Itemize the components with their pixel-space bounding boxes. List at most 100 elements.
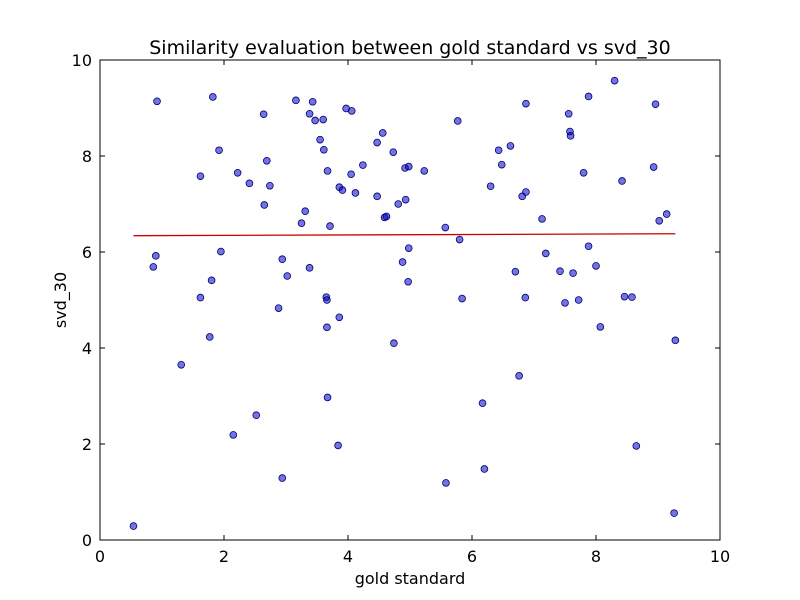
points-layer	[129, 76, 680, 530]
data-point	[152, 252, 160, 260]
y-axis: 0 2 4 6 8 10	[72, 51, 720, 550]
data-point	[229, 431, 238, 439]
chart-title: Similarity evaluation between gold stand…	[149, 37, 671, 59]
data-point	[404, 277, 412, 286]
data-point	[177, 360, 186, 369]
data-point	[308, 97, 317, 106]
data-point	[283, 272, 292, 280]
data-point	[129, 522, 138, 530]
x-axis: 0 2 4 6 8 10	[95, 60, 730, 566]
data-point	[561, 299, 569, 307]
data-point	[628, 293, 636, 301]
x-tick-label: 8	[591, 547, 601, 566]
data-point	[420, 167, 429, 175]
data-point	[334, 441, 342, 450]
data-point	[651, 100, 660, 108]
data-point	[320, 145, 328, 154]
data-point	[278, 255, 287, 264]
data-point	[389, 148, 398, 156]
data-point	[394, 200, 403, 208]
data-point	[153, 97, 161, 106]
y-tick-label: 2	[82, 435, 92, 454]
data-point	[455, 235, 464, 244]
data-point	[245, 179, 254, 188]
data-point	[217, 247, 225, 256]
y-tick-label: 8	[82, 147, 92, 166]
data-point	[670, 509, 678, 517]
data-point	[359, 161, 367, 169]
data-point	[521, 293, 530, 302]
data-point	[323, 393, 332, 402]
data-point	[266, 181, 274, 190]
data-point	[478, 399, 487, 408]
data-point	[632, 442, 641, 450]
data-point	[196, 172, 205, 180]
plot-area	[100, 60, 720, 540]
data-point	[566, 132, 575, 140]
data-point	[671, 336, 680, 345]
data-point	[453, 117, 462, 125]
data-point	[351, 189, 360, 197]
data-point	[398, 258, 407, 266]
data-point	[480, 465, 489, 473]
data-point	[382, 212, 391, 221]
data-point	[592, 262, 600, 270]
data-point	[319, 115, 328, 124]
data-point	[323, 296, 331, 304]
data-point	[541, 249, 550, 258]
data-point	[260, 201, 269, 209]
data-point	[292, 96, 300, 105]
data-point	[515, 372, 523, 380]
data-point	[522, 188, 530, 196]
fit-line-layer	[133, 233, 676, 237]
data-point	[610, 76, 619, 85]
y-tick-label: 10	[72, 51, 92, 70]
data-point	[649, 163, 658, 171]
data-point	[596, 323, 605, 331]
data-point	[262, 157, 271, 165]
data-point	[564, 109, 573, 118]
data-point	[323, 323, 331, 332]
data-point	[404, 162, 413, 171]
data-point	[305, 109, 314, 118]
data-point	[205, 333, 214, 341]
data-point	[338, 186, 347, 194]
data-point	[305, 264, 314, 272]
data-point	[401, 195, 410, 204]
data-point	[584, 92, 593, 101]
data-point	[538, 215, 546, 223]
data-point	[618, 177, 626, 185]
data-point	[347, 107, 356, 115]
x-tick-label: 10	[710, 547, 730, 566]
data-point	[297, 219, 306, 228]
x-tick-label: 6	[467, 547, 477, 566]
data-point	[215, 146, 223, 155]
data-point	[486, 182, 495, 191]
data-point	[655, 217, 664, 225]
x-tick-label: 2	[219, 547, 229, 566]
data-point	[378, 129, 387, 137]
data-point	[522, 99, 530, 108]
data-point	[326, 222, 334, 230]
data-point	[404, 244, 413, 252]
data-point	[323, 167, 332, 175]
data-point	[569, 269, 577, 277]
data-point	[497, 160, 506, 169]
x-tick-label: 0	[95, 547, 105, 566]
fit-line	[133, 233, 676, 237]
data-point	[373, 138, 381, 147]
data-point	[311, 116, 319, 125]
data-point	[347, 170, 355, 179]
data-point	[662, 210, 671, 218]
data-point	[390, 339, 398, 348]
data-point	[574, 296, 583, 304]
data-point	[579, 169, 588, 177]
data-point	[196, 293, 205, 302]
x-tick-label: 4	[343, 547, 353, 566]
x-axis-title: gold standard	[355, 569, 466, 588]
data-point	[274, 304, 283, 312]
y-tick-label: 6	[82, 243, 92, 262]
data-point	[442, 479, 450, 487]
data-point	[149, 263, 158, 271]
